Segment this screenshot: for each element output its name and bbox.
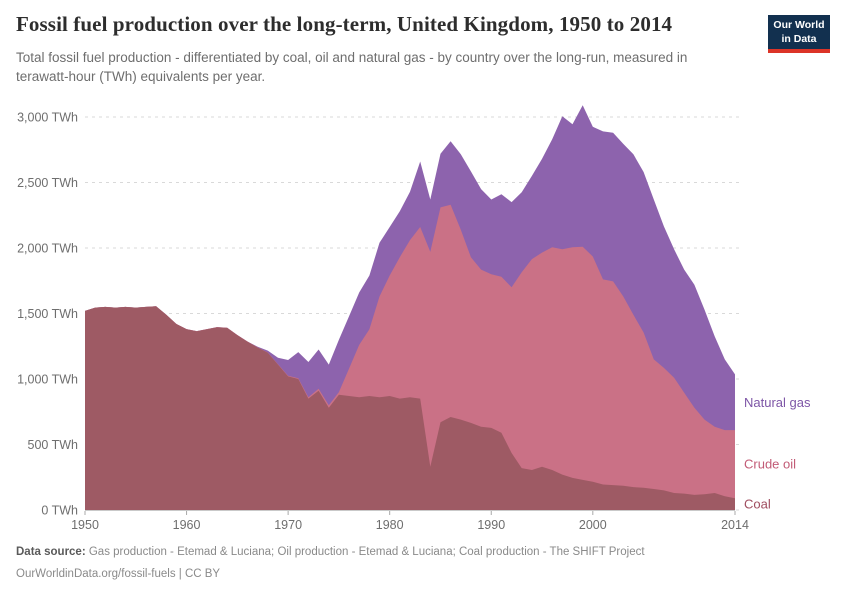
page-title: Fossil fuel production over the long-ter… [16, 12, 673, 36]
footer-link: OurWorldinData.org/fossil-fuels | CC BY [16, 568, 221, 580]
legend-label-crude-oil: Crude oil [744, 457, 796, 472]
legend-label-coal: Coal [744, 497, 771, 512]
y-tick-label: 1,000 TWh [17, 373, 78, 387]
owid-logo-line2: in Data [781, 32, 817, 45]
x-tick-label: 1950 [71, 518, 99, 532]
x-tick-label: 1960 [173, 518, 201, 532]
y-tick-label: 0 TWh [41, 504, 78, 518]
x-tick-label: 1990 [477, 518, 505, 532]
owid-logo-line1: Our World [773, 19, 825, 31]
x-tick-label: 1980 [376, 518, 404, 532]
x-tick-label: 1970 [274, 518, 302, 532]
x-tick-label: 2000 [579, 518, 607, 532]
y-tick-label: 2,500 TWh [17, 176, 78, 190]
legend-label-natural-gas: Natural gas [744, 395, 811, 410]
y-tick-label: 2,000 TWh [17, 242, 78, 256]
data-source-line: Data source: Gas production - Etemad & L… [16, 546, 645, 558]
y-tick-label: 1,500 TWh [17, 307, 78, 321]
x-tick-label: 2014 [721, 518, 749, 532]
area-crude-oil [85, 204, 735, 511]
y-tick-label: 3,000 TWh [17, 111, 78, 125]
area-coal [85, 306, 735, 510]
y-tick-label: 500 TWh [28, 438, 79, 452]
owid-logo: Our World in Data [768, 15, 830, 54]
page-subtitle: Total fossil fuel production - different… [16, 50, 688, 85]
area-natural-gas [85, 105, 735, 510]
data-source-text: Gas production - Etemad & Luciana; Oil p… [85, 546, 645, 558]
data-source-label: Data source: [16, 546, 86, 558]
